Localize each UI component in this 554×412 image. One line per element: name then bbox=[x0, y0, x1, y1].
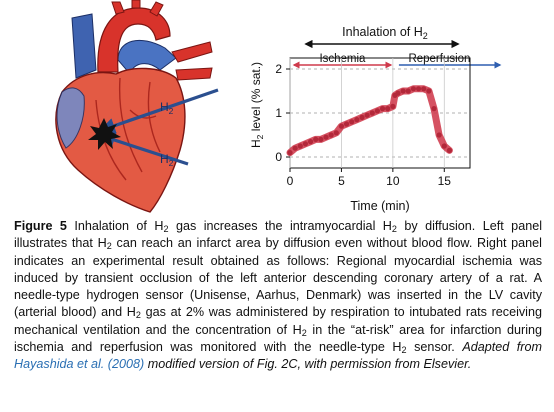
x-axis-label: Time (min) bbox=[350, 199, 409, 213]
reperfusion-label: Reperfusion bbox=[408, 53, 470, 65]
h2-data-point bbox=[297, 143, 303, 149]
caption-sub-3: 2 bbox=[391, 223, 397, 234]
x-ticks: 0 5 10 15 bbox=[287, 168, 452, 188]
h2-arrow-top bbox=[98, 88, 219, 134]
h2-data-point bbox=[405, 88, 411, 94]
aorta-shape bbox=[97, 7, 171, 73]
h2-data-point bbox=[349, 119, 355, 125]
coronary-artery-line-2 bbox=[147, 81, 161, 153]
caption-sub-1: 2 bbox=[163, 223, 169, 234]
figure-panel: H2 H2 Inhalation of H2 Ischemia Reperfus… bbox=[55, 0, 502, 213]
aortic-branches-shape bbox=[111, 0, 164, 17]
h2-data-point bbox=[426, 88, 432, 94]
h2-data-point bbox=[318, 136, 324, 142]
h2-data-point bbox=[328, 132, 334, 138]
h2-data-point bbox=[446, 147, 453, 153]
caption-text-2: gas increases the intramyocardial H bbox=[168, 219, 392, 233]
h2-data-point bbox=[359, 114, 365, 120]
infarct-starburst-icon bbox=[88, 118, 121, 150]
y-tick-label-0: 0 bbox=[275, 150, 282, 164]
heart-illustration: H2 H2 bbox=[55, 0, 219, 213]
y-ticks: 0 1 2 bbox=[275, 62, 290, 164]
caption-adapted-from: Adapted from bbox=[462, 340, 542, 355]
h2-data-point bbox=[338, 123, 345, 129]
inhalation-label: Inhalation of H2 bbox=[342, 25, 428, 41]
caption-sub-7: 2 bbox=[135, 310, 141, 321]
h2-data-point bbox=[390, 103, 396, 109]
h2-label-bottom: H2 bbox=[160, 152, 174, 168]
x-tick-label-0: 0 bbox=[287, 174, 294, 188]
reference-link[interactable]: Hayashida et al. (2008) bbox=[14, 357, 145, 372]
h2-data-point bbox=[364, 112, 370, 118]
h2-data-point bbox=[400, 88, 406, 94]
caption-sub-5: 2 bbox=[106, 241, 112, 252]
h2-series-band bbox=[286, 85, 453, 157]
h2-data-point bbox=[379, 106, 386, 112]
h2-data-point bbox=[441, 143, 447, 149]
h2-data-point bbox=[410, 86, 417, 92]
x-tick-label-2: 10 bbox=[386, 174, 400, 188]
h2-data-point bbox=[436, 132, 442, 138]
h2-data-point bbox=[323, 134, 329, 140]
right-atrium-shape bbox=[56, 87, 85, 149]
caption-text-8: gas at 2% was administered by respiratio… bbox=[14, 305, 542, 337]
heart-body-shape bbox=[55, 67, 186, 213]
superior-vena-cava-shape bbox=[71, 13, 97, 79]
x-tick-label-1: 5 bbox=[338, 174, 345, 188]
caption-text-0: Inhalation of H bbox=[66, 219, 164, 233]
x-tick-label-3: 15 bbox=[438, 174, 452, 188]
h2-data-point bbox=[333, 130, 339, 136]
y-tick-label-2: 2 bbox=[275, 62, 282, 76]
figure-label: Figure 5 bbox=[14, 219, 67, 233]
h2-data-point bbox=[313, 136, 319, 142]
caption-suffix: modified version of Fig. 2C, with permis… bbox=[144, 357, 472, 372]
h2-level-chart: Inhalation of H2 Ischemia Reperfusion 0 1… bbox=[249, 25, 502, 213]
caption-sub-9: 2 bbox=[301, 327, 307, 338]
figure-caption: Figure 5 Inhalation of H2 gas increases … bbox=[14, 218, 542, 374]
h2-series-points bbox=[287, 86, 453, 156]
h2-data-point bbox=[343, 121, 350, 127]
h2-data-point bbox=[369, 110, 375, 116]
caption-sub-11: 2 bbox=[401, 345, 407, 356]
h2-data-point bbox=[415, 86, 422, 92]
h2-data-point bbox=[421, 86, 427, 92]
h2-arrow-bottom bbox=[98, 132, 189, 166]
pulmonary-veins-shape bbox=[171, 41, 213, 81]
y-axis-label: H2 level (% sat.) bbox=[249, 62, 265, 148]
h2-data-point bbox=[385, 106, 391, 112]
h2-data-point bbox=[354, 117, 360, 123]
coronary-artery-line-1 bbox=[118, 77, 143, 173]
h2-data-point bbox=[307, 139, 314, 145]
y-tick-label-1: 1 bbox=[275, 106, 282, 120]
h2-data-point bbox=[395, 90, 401, 96]
caption-text-12: sensor. bbox=[406, 340, 463, 355]
ischemia-label: Ischemia bbox=[319, 53, 366, 65]
h2-data-point bbox=[292, 145, 298, 151]
h2-data-point bbox=[287, 150, 293, 156]
caption-text-6: can reach an infarct area by diffusion e… bbox=[14, 236, 542, 320]
caption-text-10: in the “at-risk” area for infarction dur… bbox=[14, 322, 542, 355]
h2-data-point bbox=[302, 141, 309, 147]
h2-data-point bbox=[374, 108, 381, 114]
h2-data-point bbox=[431, 106, 437, 112]
caption-text-4: by diffusion. Left panel illustrates tha… bbox=[14, 219, 542, 251]
h2-label-top: H2 bbox=[160, 100, 174, 116]
